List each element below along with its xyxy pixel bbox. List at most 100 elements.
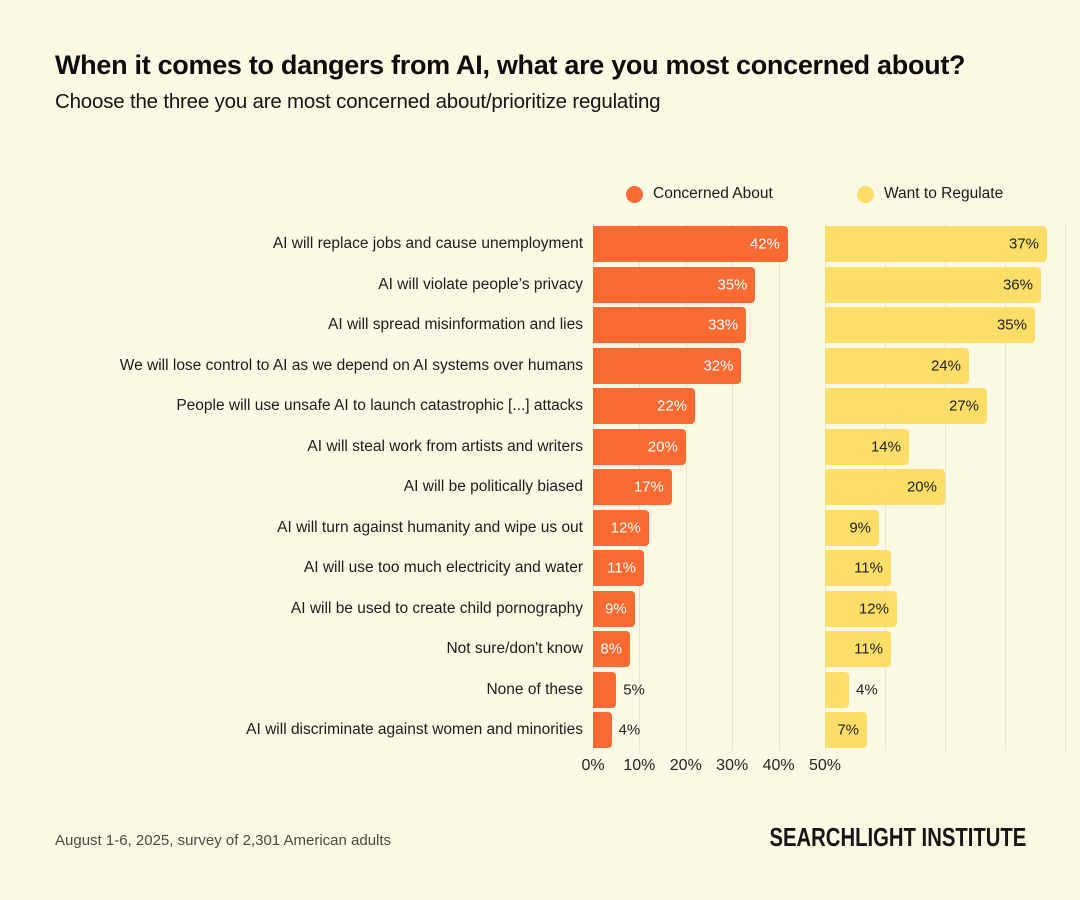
regulate-zone: 24% [825, 347, 1065, 384]
chart-row: We will lose control to AI as we depend … [40, 346, 1065, 387]
bar-regulate: 27% [825, 388, 987, 425]
bar-regulate: 12% [825, 590, 897, 627]
brand-logo: SEARCHLIGHT INSTITUTE [769, 822, 1026, 852]
grouped-bar-chart: AI will replace jobs and cause unemploym… [40, 224, 1066, 804]
category-label: Not sure/don't know [446, 640, 583, 658]
value-label: 22% [657, 397, 688, 415]
bar-concerned: 17% [593, 469, 672, 506]
value-label: 35% [717, 276, 748, 294]
concerned-zone: 32% [593, 347, 825, 384]
x-axis-tick: 50% [808, 757, 842, 774]
chart-row: None of these 5% 4% [40, 670, 1065, 711]
bar-regulate: 36% [825, 266, 1041, 303]
regulate-zone: 36% [825, 266, 1065, 303]
bar-concerned: 11% [593, 550, 645, 587]
regulate-zone: 11% [825, 550, 1065, 587]
value-label: 20% [906, 478, 937, 496]
bar-regulate: 20% [825, 469, 945, 506]
bar-concerned: 9% [593, 590, 635, 627]
bar-regulate: 11% [825, 631, 891, 668]
value-label: 33% [708, 316, 739, 334]
category-label: AI will violate people’s privacy [378, 275, 583, 293]
value-label: 11% [854, 640, 883, 658]
gridline [778, 224, 780, 751]
legend: Concerned About Want to Regulate [0, 185, 1080, 207]
x-axis-tick: 10% [623, 757, 656, 774]
bar-regulate: 9% [825, 509, 879, 546]
bar-regulate: 7% [825, 712, 867, 749]
value-label: 4% [856, 681, 878, 699]
chart-row: AI will steal work from artists and writ… [40, 427, 1065, 468]
bar-regulate: 24% [825, 347, 969, 384]
value-label: 14% [870, 438, 901, 456]
category-label: AI will turn against humanity and wipe u… [277, 518, 583, 536]
value-label: 27% [948, 397, 979, 415]
bar-regulate: 4% [825, 671, 878, 708]
value-label: 12% [858, 600, 889, 618]
value-label: 8% [600, 640, 623, 658]
legend-label-regulate: Want to Regulate [884, 185, 1004, 202]
chart-subtitle: Choose the three you are most concerned … [55, 90, 661, 113]
chart-row: AI will replace jobs and cause unemploym… [40, 224, 1065, 265]
regulate-zone: 7% [825, 712, 1065, 749]
gridline [1005, 224, 1006, 751]
bar-concerned: 32% [593, 347, 742, 384]
legend-item-regulate: Want to Regulate [857, 185, 1003, 203]
regulate-zone: 11% [825, 631, 1065, 668]
concerned-zone: 4% [593, 712, 825, 749]
x-axis-tick: 30% [716, 757, 749, 774]
chart-row: AI will discriminate against women and m… [40, 710, 1065, 751]
regulate-zone: 20% [825, 469, 1065, 506]
value-label: 12% [610, 519, 641, 537]
gridline [945, 224, 946, 751]
category-label: AI will be politically biased [403, 478, 583, 496]
value-label: 9% [605, 600, 627, 618]
chart-row: AI will be used to create child pornogra… [40, 589, 1065, 630]
category-label: People will use unsafe AI to launch cata… [176, 397, 583, 415]
value-label: 11% [607, 559, 637, 577]
value-label: 42% [749, 235, 780, 253]
category-label: AI will replace jobs and cause unemploym… [272, 235, 583, 253]
chart-title: When it comes to dangers from AI, what a… [55, 50, 966, 80]
concerned-zone: 12% [593, 509, 825, 546]
bar-concerned: 42% [593, 226, 788, 263]
bar-concerned: 22% [593, 388, 696, 425]
category-label: We will lose control to AI as we depend … [119, 356, 583, 374]
concerned-zone: 11% [593, 550, 825, 587]
chart-rows: AI will replace jobs and cause unemploym… [40, 224, 1065, 751]
regulate-zone: 4% [825, 671, 1065, 708]
regulate-zone: 35% [825, 307, 1065, 344]
value-label: 20% [647, 438, 678, 456]
value-label: 9% [849, 519, 871, 537]
category-label: AI will discriminate against women and m… [246, 721, 583, 739]
chart-row: Not sure/don't know 8% 11% [40, 629, 1065, 670]
regulate-zone: 37% [825, 226, 1065, 263]
regulate-zone: 14% [825, 428, 1065, 465]
value-label: 5% [623, 681, 645, 699]
regulate-zone: 12% [825, 590, 1065, 627]
concerned-zone: 42% [593, 226, 825, 263]
category-label: AI will spread misinformation and lies [328, 316, 583, 334]
bar-concerned: 5% [593, 671, 645, 708]
bar-concerned: 12% [593, 509, 649, 546]
gridline [732, 224, 734, 751]
value-label: 11% [854, 559, 883, 577]
value-label: 37% [1008, 235, 1039, 253]
legend-item-concerned: Concerned About [626, 185, 773, 203]
bar-regulate: 11% [825, 550, 891, 587]
legend-swatch-regulate-icon [857, 185, 874, 203]
x-axis: 0% 10% 20% 30% 40% 50% [40, 757, 1065, 777]
chart-row: People will use unsafe AI to launch cata… [40, 386, 1065, 427]
concerned-zone: 8% [593, 631, 825, 668]
value-label: 32% [703, 357, 734, 375]
concerned-zone: 20% [593, 428, 825, 465]
regulate-zone: 9% [825, 509, 1065, 546]
gridline [685, 224, 687, 751]
bar-concerned: 35% [593, 266, 756, 303]
concerned-zone: 35% [593, 266, 825, 303]
value-label: 7% [837, 721, 859, 739]
chart-row: AI will use too much electricity and wat… [40, 548, 1065, 589]
concerned-zone: 17% [593, 469, 825, 506]
legend-label-concerned: Concerned About [653, 185, 773, 202]
value-label: 17% [633, 478, 664, 496]
